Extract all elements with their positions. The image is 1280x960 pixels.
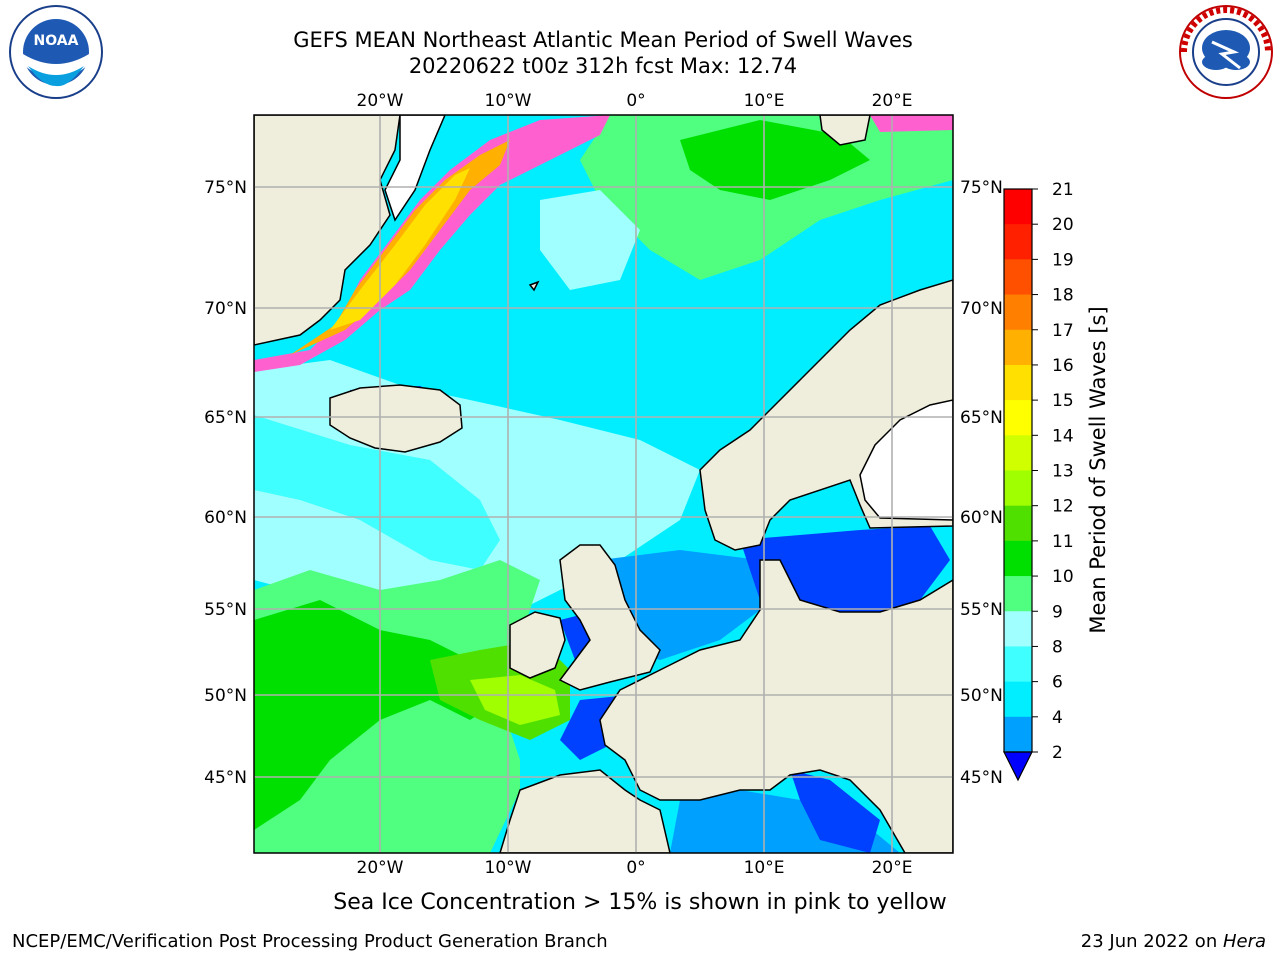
lat-label: 70°N — [204, 299, 247, 319]
nws-logo — [1179, 5, 1273, 99]
lon-labels-bottom: 20°W 10°W 0° 10°E 20°E — [357, 858, 913, 878]
land-svalbard — [819, 115, 871, 146]
ice-cap-greenland — [384, 115, 446, 222]
graticule — [254, 115, 953, 853]
footer-host: Hera — [1222, 931, 1266, 952]
lon-label: 10°W — [485, 858, 532, 878]
map-frame — [253, 114, 954, 854]
colorbar-tick-label: 19 — [1052, 250, 1074, 270]
colorbar-segment — [1004, 329, 1032, 366]
land-snow-sweden — [859, 399, 953, 521]
colorbar-tick-label: 13 — [1052, 462, 1074, 482]
lat-label: 55°N — [960, 600, 1003, 620]
land-great-britain — [558, 544, 661, 691]
colorbar-tick-label: 14 — [1052, 426, 1074, 446]
title-line2: 20220622 t00z 312h fcst Max: 12.74 — [408, 54, 798, 78]
lat-label: 60°N — [960, 508, 1003, 528]
lat-label: 50°N — [960, 686, 1003, 706]
sea-ice-yellow — [330, 168, 470, 330]
land-greenland — [254, 115, 401, 346]
lon-label: 10°E — [744, 858, 785, 878]
lon-label: 10°E — [744, 91, 785, 111]
land-europe — [599, 559, 953, 853]
swell-zone-adriatic — [790, 770, 880, 853]
colorbar-tick-label: 6 — [1052, 673, 1063, 693]
colorbar-segment — [1004, 189, 1032, 225]
colorbar-tick-label: 12 — [1052, 497, 1074, 517]
colorbar-segment — [1004, 505, 1032, 542]
colorbar-tick-label: 8 — [1052, 637, 1063, 657]
colorbar-tick-label: 11 — [1052, 532, 1074, 552]
colorbar-segment — [1004, 611, 1032, 647]
lat-labels-right: 75°N 70°N 65°N 60°N 55°N 50°N 45°N — [960, 178, 1003, 788]
lon-label: 20°E — [872, 858, 913, 878]
land-jan-mayen — [528, 280, 540, 292]
footer-date-text: 23 Jun 2022 on — [1080, 931, 1223, 952]
colorbar-tick-label: 10 — [1052, 567, 1074, 587]
noaa-logo: NOAA — [9, 5, 103, 99]
lon-label: 0° — [626, 858, 645, 878]
colorbar-segment — [1004, 259, 1032, 296]
colorbar-tick-label: 18 — [1052, 286, 1074, 306]
swell-zone-12-13s — [470, 675, 560, 725]
colorbar-tick-label: 17 — [1052, 321, 1074, 341]
map-field — [254, 115, 953, 853]
lon-label: 10°W — [485, 91, 532, 111]
lat-label: 65°N — [960, 408, 1003, 428]
lon-label: 0° — [626, 91, 645, 111]
colorbar-tick-label: 9 — [1052, 602, 1063, 622]
lat-label: 45°N — [204, 768, 247, 788]
swell-zone-10-11s — [254, 600, 500, 830]
lon-label: 20°W — [357, 858, 404, 878]
colorbar-tick-label: 2 — [1052, 743, 1063, 763]
lat-label: 55°N — [204, 600, 247, 620]
colorbar-segment — [1004, 294, 1032, 331]
swell-zone-north-lightcyan — [540, 190, 640, 290]
lat-label: 75°N — [204, 178, 247, 198]
colorbar-segment — [1004, 540, 1032, 577]
sea-ice-note: Sea Ice Concentration > 15% is shown in … — [333, 890, 947, 915]
colorbar-segment — [1004, 576, 1032, 612]
lon-label: 20°E — [872, 91, 913, 111]
land-iceland — [329, 384, 463, 453]
colorbar: 2 4 6 8 9 10 11 12 13 14 15 16 17 18 19 20 21 — [1003, 180, 1074, 782]
colorbar-segment — [1004, 470, 1032, 507]
lon-label: 20°W — [357, 91, 404, 111]
footer-date: 23 Jun 2022 on Hera — [1081, 931, 1266, 952]
lat-label: 45°N — [960, 768, 1003, 788]
swell-zone-6-8s — [254, 415, 500, 570]
sea-ice-svalbard — [870, 115, 953, 132]
colorbar-label: Mean Period of Swell Waves [s] — [1086, 306, 1110, 634]
land-ireland — [509, 611, 566, 679]
noaa-logo-text: NOAA — [34, 33, 79, 49]
lat-label: 60°N — [204, 508, 247, 528]
colorbar-segment — [1004, 400, 1032, 436]
swell-zone-north-darkgreen — [680, 120, 870, 200]
colorbar-segment — [1004, 435, 1032, 471]
colorbar-tick-label: 15 — [1052, 391, 1074, 411]
sea-ice-edge-pink — [254, 115, 610, 372]
title-line1: GEFS MEAN Northeast Atlantic Mean Period… — [293, 28, 913, 52]
lat-label: 75°N — [960, 178, 1003, 198]
colorbar-tick-label: 16 — [1052, 356, 1074, 376]
lat-label: 70°N — [960, 299, 1003, 319]
colorbar-tick-label: 20 — [1052, 215, 1074, 235]
colorbar-segment — [1004, 224, 1032, 260]
colorbar-segment — [1004, 681, 1032, 718]
colorbar-segment — [1004, 716, 1032, 753]
colorbar-segment — [1004, 646, 1032, 683]
land-iberia — [499, 769, 671, 853]
colorbar-extension — [1003, 751, 1033, 782]
lon-labels-top: 20°W 10°W 0° 10°E 20°E — [357, 91, 913, 111]
lat-label: 50°N — [204, 686, 247, 706]
colorbar-tick-label: 21 — [1052, 180, 1074, 200]
lat-label: 65°N — [204, 408, 247, 428]
lat-labels-left: 75°N 70°N 65°N 60°N 55°N 50°N 45°N — [204, 178, 247, 788]
footer-credit: NCEP/EMC/Verification Post Processing Pr… — [12, 931, 608, 952]
colorbar-tick-label: 4 — [1052, 708, 1063, 728]
colorbar-segment — [1004, 364, 1032, 401]
